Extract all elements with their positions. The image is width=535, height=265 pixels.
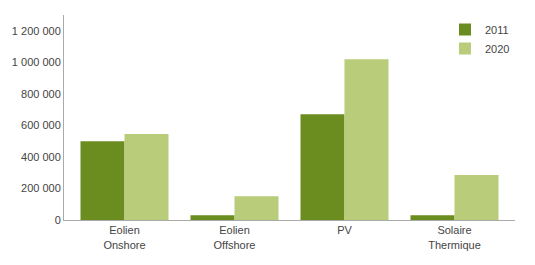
svg-text:800 000: 800 000 xyxy=(21,88,61,100)
svg-text:1 000 000: 1 000 000 xyxy=(12,56,61,68)
svg-text:1 200 000: 1 200 000 xyxy=(12,25,61,37)
svg-text:2020: 2020 xyxy=(485,43,509,55)
svg-text:EolienOnshore: EolienOnshore xyxy=(103,224,145,250)
svg-text:0: 0 xyxy=(55,214,61,226)
svg-text:PV: PV xyxy=(337,224,352,236)
svg-text:EolienOffshore: EolienOffshore xyxy=(214,224,256,250)
svg-text:400 000: 400 000 xyxy=(21,151,61,163)
svg-text:200 000: 200 000 xyxy=(21,182,61,194)
svg-text:2011: 2011 xyxy=(485,24,509,36)
svg-text:600 000: 600 000 xyxy=(21,119,61,131)
svg-text:SolaireThermique: SolaireThermique xyxy=(428,224,481,250)
